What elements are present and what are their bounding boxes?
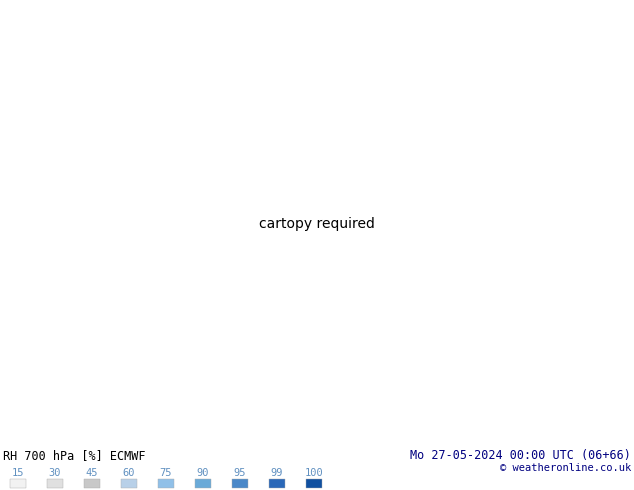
Text: 99: 99	[271, 468, 283, 478]
FancyBboxPatch shape	[158, 479, 174, 488]
Text: © weatheronline.co.uk: © weatheronline.co.uk	[500, 463, 631, 473]
FancyBboxPatch shape	[10, 479, 26, 488]
Text: 75: 75	[160, 468, 172, 478]
FancyBboxPatch shape	[232, 479, 248, 488]
FancyBboxPatch shape	[121, 479, 137, 488]
FancyBboxPatch shape	[269, 479, 285, 488]
Text: cartopy required: cartopy required	[259, 217, 375, 231]
Text: 60: 60	[123, 468, 135, 478]
Text: 95: 95	[234, 468, 246, 478]
Text: RH 700 hPa [%] ECMWF: RH 700 hPa [%] ECMWF	[3, 449, 145, 463]
Text: 15: 15	[12, 468, 24, 478]
Text: Mo 27-05-2024 00:00 UTC (06+66): Mo 27-05-2024 00:00 UTC (06+66)	[410, 449, 631, 463]
Text: 30: 30	[49, 468, 61, 478]
FancyBboxPatch shape	[195, 479, 211, 488]
FancyBboxPatch shape	[84, 479, 100, 488]
Text: 90: 90	[197, 468, 209, 478]
FancyBboxPatch shape	[47, 479, 63, 488]
Text: 100: 100	[304, 468, 323, 478]
FancyBboxPatch shape	[306, 479, 322, 488]
Text: 45: 45	[86, 468, 98, 478]
